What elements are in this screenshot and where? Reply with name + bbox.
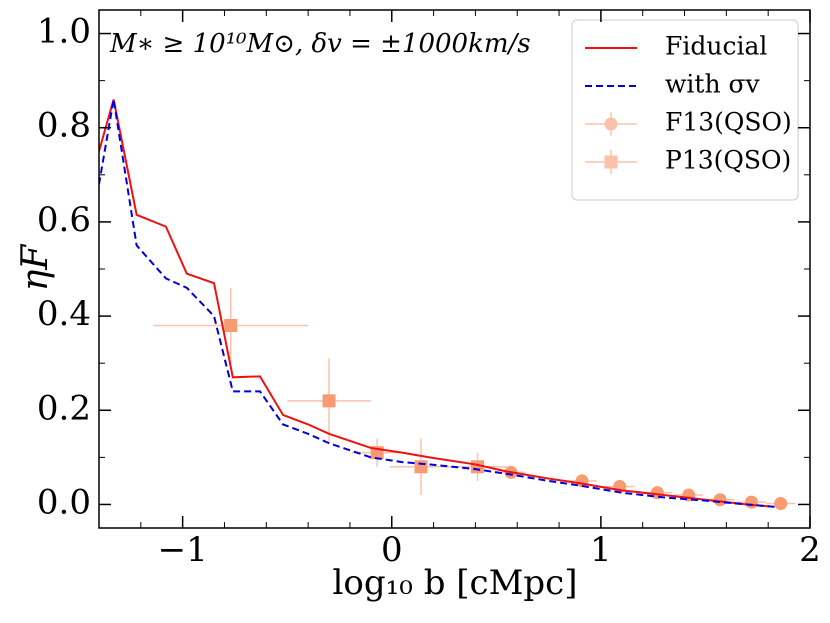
point-series [153,287,507,496]
x-tick-label: 1 [590,530,612,570]
y-tick-label: 0.6 [37,200,91,240]
x-tick-label: 2 [799,530,821,570]
x-tick-label: 0 [381,530,403,570]
point [322,394,336,408]
y-tick-label: 0.0 [37,482,91,522]
legend-label: F13(QSO) [665,108,792,137]
legend-marker [604,117,618,131]
point [744,495,758,509]
legend-entry [585,112,637,136]
x-tick-label: −1 [158,530,208,570]
plot-area [99,99,796,511]
legend-entry [585,150,637,174]
point [414,460,428,474]
point [713,493,727,507]
point [774,497,788,511]
y-tick-label: 1.0 [37,12,91,52]
legend-label: Fiducial [665,32,767,61]
y-tick-label: 0.2 [37,388,91,428]
legend-label: P13(QSO) [665,146,791,175]
legend-box [571,19,799,201]
line [99,99,775,508]
line [99,99,775,508]
y-axis-label: ηF [15,243,56,292]
annotation: M∗ ≥ 10¹⁰M⊙, δv = ±1000km/s [109,29,531,59]
x-axis-label: log₁₀ b [cMpc] [333,563,578,603]
y-tick-label: 0.8 [37,106,91,146]
point [224,319,238,333]
y-tick-label: 0.4 [37,294,91,334]
legend-marker [604,155,618,169]
legend-label: with σv [665,70,761,99]
